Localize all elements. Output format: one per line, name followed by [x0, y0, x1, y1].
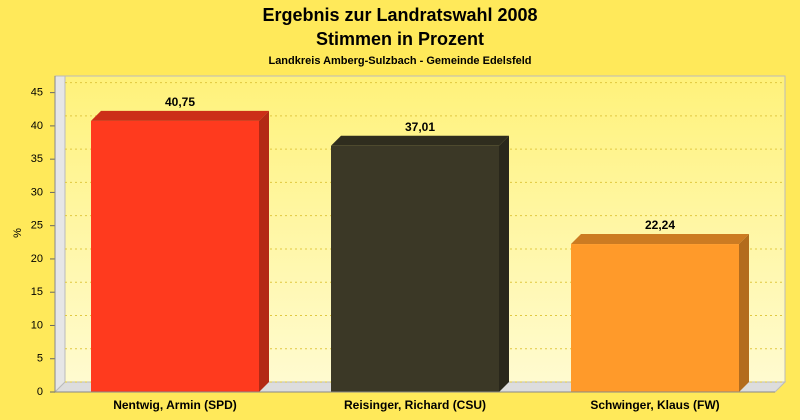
- chart-caption: Landkreis Amberg-Sulzbach - Gemeinde Ede…: [268, 55, 531, 67]
- chart-title: Ergebnis zur Landratswahl 2008: [262, 5, 537, 25]
- side-wall: [54, 75, 66, 394]
- chart-subtitle: Stimmen in Prozent: [316, 29, 484, 49]
- value-label: 40,75: [165, 95, 195, 109]
- y-tick-label: 25: [31, 220, 43, 232]
- y-tick-label: 10: [31, 319, 43, 331]
- bar-side: [259, 110, 269, 392]
- y-tick-label: 15: [31, 286, 43, 298]
- bar: [571, 244, 739, 392]
- y-axis-label: %: [12, 228, 24, 238]
- value-label: 22,24: [645, 218, 675, 232]
- y-tick-label: 5: [37, 353, 43, 365]
- bar-top: [91, 110, 269, 121]
- bar-side: [739, 234, 749, 392]
- bar-top: [571, 234, 749, 245]
- x-tick-label: Nentwig, Armin (SPD): [113, 398, 237, 412]
- y-tick-label: 20: [31, 253, 43, 265]
- y-tick-label: 0: [37, 386, 43, 398]
- bar: [91, 120, 259, 392]
- bar-side: [499, 135, 509, 392]
- value-label: 37,01: [405, 120, 435, 134]
- y-tick-label: 45: [31, 87, 43, 99]
- x-tick-label: Reisinger, Richard (CSU): [344, 398, 486, 412]
- y-tick-label: 35: [31, 153, 43, 165]
- y-tick-label: 30: [31, 186, 43, 198]
- x-tick-label: Schwinger, Klaus (FW): [590, 398, 719, 412]
- bar: [331, 145, 499, 392]
- y-tick-label: 40: [31, 120, 43, 132]
- bar-top: [331, 135, 509, 146]
